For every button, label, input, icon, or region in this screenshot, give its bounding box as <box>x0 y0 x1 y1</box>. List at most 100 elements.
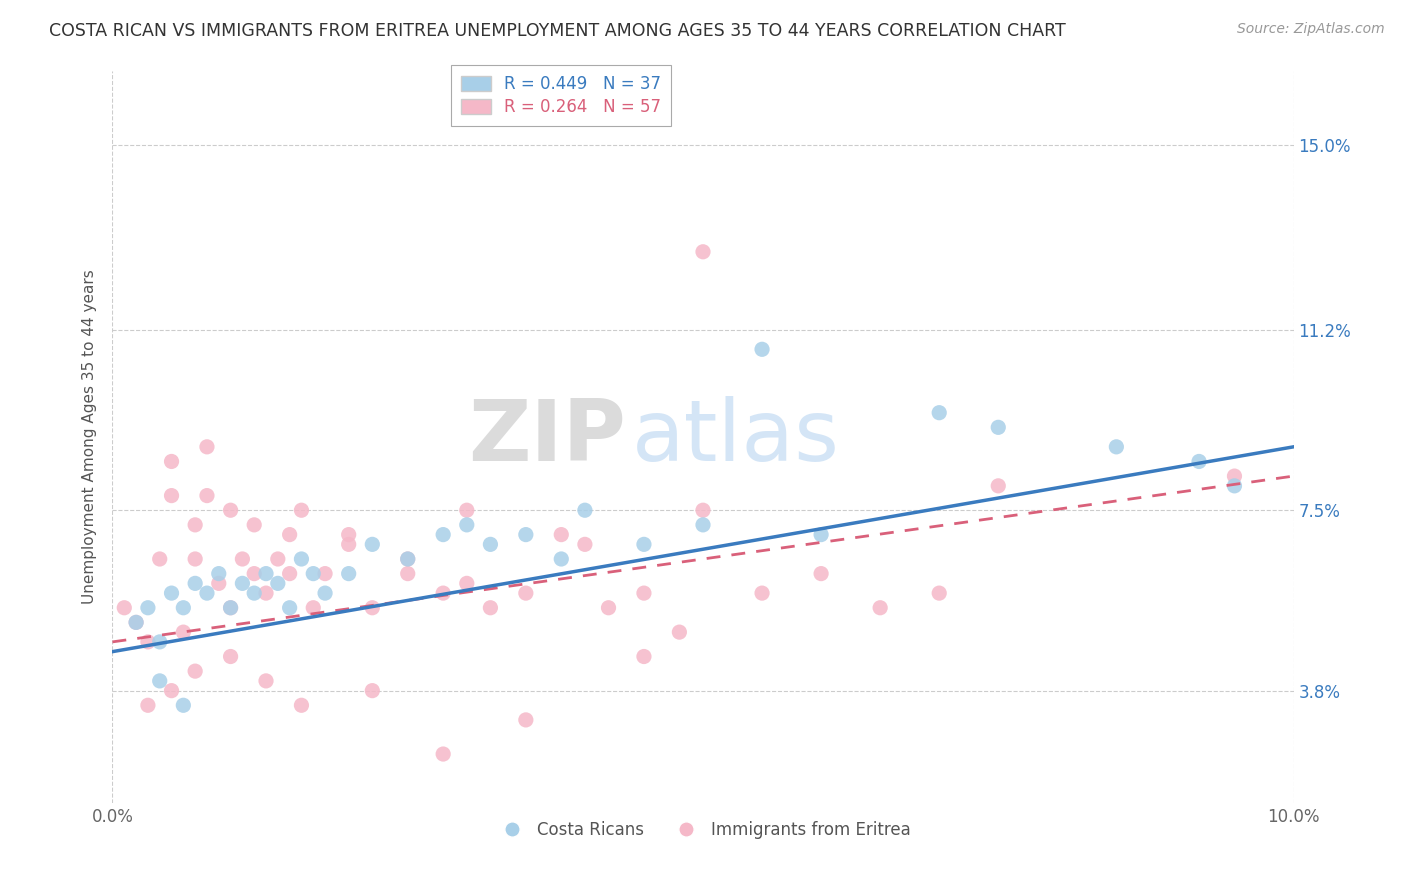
Point <box>302 600 325 615</box>
Point <box>195 489 218 503</box>
Point <box>396 552 419 566</box>
Point <box>337 537 360 551</box>
Point <box>267 552 290 566</box>
Point <box>136 698 159 713</box>
Point <box>668 625 690 640</box>
Point <box>136 635 159 649</box>
Point <box>361 683 384 698</box>
Point <box>314 566 336 581</box>
Legend: Costa Ricans, Immigrants from Eritrea: Costa Ricans, Immigrants from Eritrea <box>489 814 917 846</box>
Point <box>172 698 194 713</box>
Point <box>396 566 419 581</box>
Point <box>633 537 655 551</box>
Point <box>456 576 478 591</box>
Point <box>550 552 572 566</box>
Point <box>290 503 312 517</box>
Point <box>692 503 714 517</box>
Point <box>574 537 596 551</box>
Point <box>254 566 277 581</box>
Point <box>515 586 537 600</box>
Point <box>1223 469 1246 483</box>
Text: COSTA RICAN VS IMMIGRANTS FROM ERITREA UNEMPLOYMENT AMONG AGES 35 TO 44 YEARS CO: COSTA RICAN VS IMMIGRANTS FROM ERITREA U… <box>49 22 1066 40</box>
Point <box>219 649 242 664</box>
Point <box>432 747 454 761</box>
Point <box>396 552 419 566</box>
Point <box>278 566 301 581</box>
Point <box>219 600 242 615</box>
Point <box>337 566 360 581</box>
Point <box>928 406 950 420</box>
Point <box>125 615 148 630</box>
Point <box>160 489 183 503</box>
Point <box>987 420 1010 434</box>
Point <box>574 503 596 517</box>
Point <box>195 586 218 600</box>
Point <box>633 586 655 600</box>
Text: ZIP: ZIP <box>468 395 626 479</box>
Point <box>219 503 242 517</box>
Point <box>515 713 537 727</box>
Point <box>208 576 231 591</box>
Point <box>751 343 773 357</box>
Point <box>692 244 714 259</box>
Point <box>314 586 336 600</box>
Text: atlas: atlas <box>633 395 841 479</box>
Point <box>267 576 290 591</box>
Point <box>928 586 950 600</box>
Point <box>278 600 301 615</box>
Point <box>208 566 231 581</box>
Point <box>149 673 172 688</box>
Point <box>149 635 172 649</box>
Point <box>869 600 891 615</box>
Point <box>254 673 277 688</box>
Point <box>243 586 266 600</box>
Point <box>751 586 773 600</box>
Point <box>432 527 454 541</box>
Point <box>598 600 620 615</box>
Point <box>160 683 183 698</box>
Point <box>1223 479 1246 493</box>
Point <box>290 552 312 566</box>
Point <box>1188 454 1211 468</box>
Point <box>184 552 207 566</box>
Point <box>456 517 478 532</box>
Point <box>184 664 207 678</box>
Point <box>172 625 194 640</box>
Point <box>112 600 135 615</box>
Point <box>479 537 502 551</box>
Point <box>254 586 277 600</box>
Point <box>219 600 242 615</box>
Point <box>692 517 714 532</box>
Point <box>361 537 384 551</box>
Point <box>243 566 266 581</box>
Point <box>243 517 266 532</box>
Point <box>160 454 183 468</box>
Y-axis label: Unemployment Among Ages 35 to 44 years: Unemployment Among Ages 35 to 44 years <box>82 269 97 605</box>
Point <box>810 527 832 541</box>
Point <box>1105 440 1128 454</box>
Point <box>361 600 384 615</box>
Point <box>231 576 253 591</box>
Point <box>456 503 478 517</box>
Point <box>987 479 1010 493</box>
Point <box>432 586 454 600</box>
Point <box>337 527 360 541</box>
Point <box>160 586 183 600</box>
Point <box>231 552 253 566</box>
Point <box>479 600 502 615</box>
Point <box>136 600 159 615</box>
Point <box>149 552 172 566</box>
Point <box>302 566 325 581</box>
Point <box>125 615 148 630</box>
Text: Source: ZipAtlas.com: Source: ZipAtlas.com <box>1237 22 1385 37</box>
Point <box>290 698 312 713</box>
Point <box>633 649 655 664</box>
Point <box>550 527 572 541</box>
Point <box>515 527 537 541</box>
Point <box>184 517 207 532</box>
Point <box>172 600 194 615</box>
Point <box>195 440 218 454</box>
Point <box>810 566 832 581</box>
Point <box>278 527 301 541</box>
Point <box>184 576 207 591</box>
